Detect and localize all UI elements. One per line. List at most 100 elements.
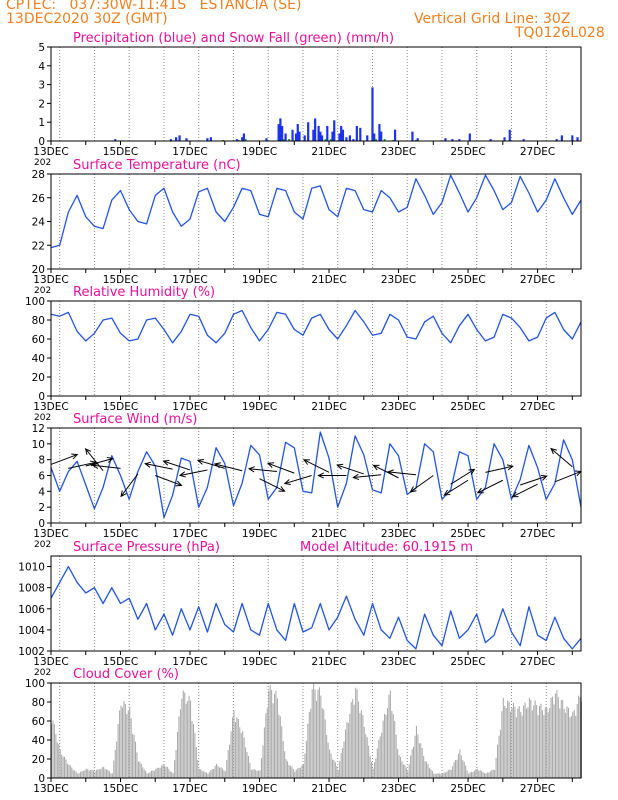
cloud-bar xyxy=(559,708,561,778)
precip-bar xyxy=(281,125,284,141)
cloud-bar xyxy=(440,773,442,778)
precip-bar xyxy=(296,124,299,141)
precip-bar xyxy=(265,138,268,141)
cloud-bar xyxy=(69,765,71,778)
cloud-bar xyxy=(355,687,357,778)
cloud-bar xyxy=(287,761,289,778)
wind-vector-head xyxy=(178,471,186,478)
cloud-bar xyxy=(148,773,150,778)
cloud-bar xyxy=(389,690,391,778)
cloud-bar xyxy=(562,699,564,778)
cloud-bar xyxy=(570,715,572,778)
y-tick-label: 2 xyxy=(38,502,45,514)
cloud-bar xyxy=(266,708,268,778)
cloud-bar xyxy=(578,695,580,778)
cloud-bar xyxy=(224,771,226,778)
precip-bar xyxy=(317,125,320,141)
model-code: TQ0126L028 xyxy=(515,25,605,41)
y-tick-label: 80 xyxy=(32,697,45,709)
precip-bar xyxy=(393,129,397,141)
y-tick-label: 60 xyxy=(32,716,45,728)
snow-bar xyxy=(383,139,386,141)
y-tick-label: 1004 xyxy=(18,625,45,637)
wind-vector-head xyxy=(372,464,380,471)
cloud-bar xyxy=(441,773,444,778)
cloud-bar xyxy=(327,742,329,778)
cloud-bar xyxy=(123,701,125,778)
wind-vector xyxy=(353,474,382,478)
y-tick-label: 80 xyxy=(32,315,45,327)
cloud-bar xyxy=(449,769,451,778)
cloud-bar xyxy=(298,767,300,778)
cloud-bar xyxy=(401,761,403,778)
cloud-bar xyxy=(255,769,257,778)
precip-bar xyxy=(279,118,282,141)
cloud-bar xyxy=(82,771,84,778)
cloud-bar xyxy=(346,722,348,778)
wind-vector xyxy=(179,469,208,476)
cloud-bar xyxy=(398,755,400,778)
wind-vector-head xyxy=(511,491,519,498)
x-tick-label: 13DEC xyxy=(33,528,68,540)
cloud-bar xyxy=(452,766,454,778)
wind-vector xyxy=(163,460,191,471)
cloud-bar xyxy=(427,764,429,778)
cloud-bar xyxy=(227,750,229,778)
cloud-bar xyxy=(116,741,118,778)
wind-vector-head xyxy=(550,447,557,455)
wind-vector-head xyxy=(468,468,476,475)
wind-vector xyxy=(92,464,121,469)
x-tick-label: 19DEC xyxy=(242,274,277,286)
y-tick-label: 1006 xyxy=(18,604,45,616)
wind-vector-head xyxy=(162,459,170,466)
wind-vector xyxy=(512,483,538,498)
wind-vector xyxy=(197,459,225,469)
y-tick-label: 8 xyxy=(38,455,45,467)
wind-vector xyxy=(388,471,416,476)
cloud-bar xyxy=(518,706,520,778)
cloud-bar xyxy=(61,754,63,778)
cloud-bar xyxy=(52,720,54,778)
model-altitude: Model Altitude: 60.1915 m xyxy=(300,540,473,555)
cloud-bar xyxy=(334,762,336,778)
y-tick-label: 0 xyxy=(38,136,45,148)
cloud-bar xyxy=(530,700,532,778)
cloud-bar xyxy=(329,749,331,778)
cloud-bar xyxy=(397,748,399,778)
pressure-panel: 1002 1004 1006 1008 1010 13DEC 15DEC 17DEC 19DEC… xyxy=(18,540,582,678)
x-tick-label: 25DEC xyxy=(450,656,485,668)
precip-bar xyxy=(338,133,341,141)
cloud-bar xyxy=(344,729,347,778)
precip-bar xyxy=(416,138,419,141)
x-tick-label: 17DEC xyxy=(172,783,207,795)
y-tick-label: 4 xyxy=(38,486,45,498)
precip-bar xyxy=(352,139,355,141)
cloud-bar xyxy=(77,773,79,778)
y-tick-label: 1010 xyxy=(18,562,45,574)
wind-vector xyxy=(259,478,285,492)
cloud-bar xyxy=(494,770,496,778)
y-tick-label: 0 xyxy=(38,518,45,530)
cloud-bar xyxy=(330,753,332,778)
cloud-bar xyxy=(404,765,406,778)
cloud-bar xyxy=(171,772,173,778)
cloud-bar xyxy=(302,763,305,778)
cloud-bar xyxy=(85,768,87,778)
cloud-bar xyxy=(443,772,445,778)
cloud-bar xyxy=(247,755,249,778)
cloud-bar xyxy=(350,702,352,778)
cloud-bar xyxy=(198,768,200,778)
cloud-bar xyxy=(197,759,199,778)
y-tick-label: 1008 xyxy=(18,583,45,595)
precip-bar xyxy=(348,135,351,141)
cloud-bar xyxy=(384,713,386,778)
x-tick-label: 15DEC xyxy=(103,146,138,158)
y-tick-label: 4 xyxy=(38,61,45,73)
cloud-bar xyxy=(120,705,122,778)
precip-bar xyxy=(576,137,579,141)
cloud-bar xyxy=(181,698,183,778)
cloud-bar xyxy=(488,772,490,778)
y-tick-label: 100 xyxy=(25,296,45,308)
precip-bar xyxy=(241,137,244,141)
precip-bar xyxy=(303,135,306,141)
